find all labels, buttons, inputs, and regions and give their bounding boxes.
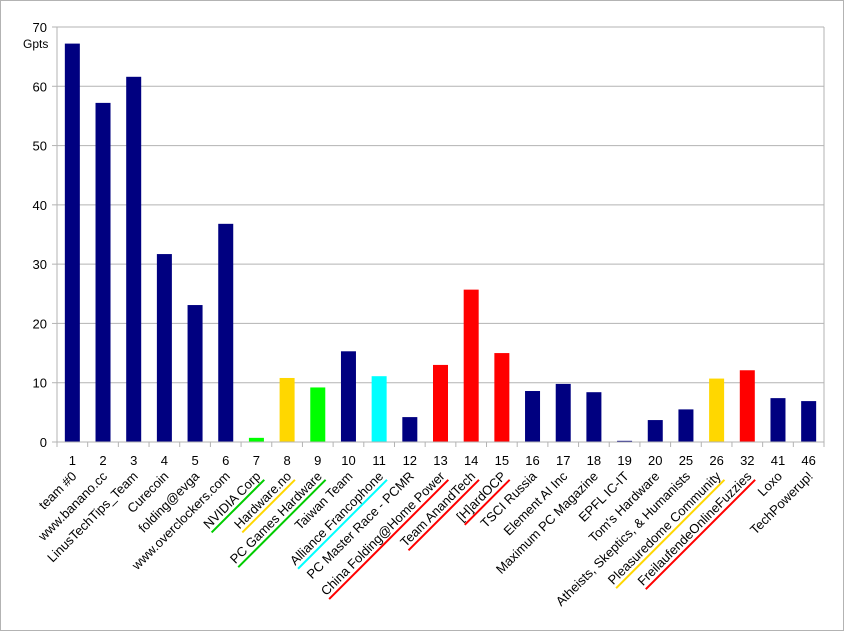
bar [433, 364, 448, 442]
bar [95, 102, 111, 442]
x-tick-label: 26 [709, 453, 723, 468]
x-tick-label: 1 [69, 453, 76, 468]
x-tick-label: 10 [341, 453, 355, 468]
x-tick-label: 12 [403, 453, 417, 468]
x-tick-label: 4 [161, 453, 168, 468]
bar [555, 383, 571, 442]
bar [218, 223, 234, 442]
y-axis-label: Gpts [23, 37, 48, 51]
bar [709, 378, 725, 442]
grid-lines [57, 26, 825, 443]
bar [678, 409, 694, 442]
x-tick-label: 5 [191, 453, 198, 468]
x-tick-label: 13 [433, 453, 447, 468]
team-label-underline [297, 479, 388, 570]
x-tick-label: 32 [740, 453, 754, 468]
x-tick-label: 41 [771, 453, 785, 468]
bar [801, 401, 817, 442]
bar [739, 370, 755, 442]
x-tick-label: 20 [648, 453, 662, 468]
bar [64, 43, 80, 442]
bar [463, 289, 479, 442]
x-tick-label: 2 [99, 453, 106, 468]
x-tick-label: 11 [372, 453, 386, 468]
x-tick-label: 18 [587, 453, 601, 468]
team-label-underline [328, 479, 450, 600]
team-label-underline [237, 479, 327, 568]
team-label-underline [241, 479, 296, 534]
x-tick-label: 46 [801, 453, 815, 468]
y-tick-label: 40 [33, 198, 47, 213]
bar [586, 392, 602, 442]
bar [310, 387, 326, 442]
x-tick-labels: 1 2 3 4 5 6 7 8 9 10 11 12 13 14 15 16 17 18 19 20 25 26 32 41 4… [69, 453, 816, 468]
team-label-underline [464, 479, 511, 526]
bars [64, 43, 817, 443]
x-tick-label: 8 [283, 453, 290, 468]
bar [187, 305, 203, 442]
x-tick-label: 14 [464, 453, 478, 468]
bar [248, 437, 264, 442]
y-tick-label: 10 [33, 376, 47, 391]
bar [525, 391, 541, 442]
x-tick-label: 9 [314, 453, 321, 468]
axes [52, 26, 825, 447]
x-tick-label: 3 [130, 453, 137, 468]
x-tick-label: 7 [253, 453, 260, 468]
x-tick-label: 25 [679, 453, 693, 468]
bar [126, 76, 142, 443]
y-tick-labels: 0 10 20 30 40 50 60 70 [33, 20, 47, 450]
bar [617, 440, 633, 442]
bar [494, 353, 510, 442]
x-tick-label: 19 [617, 453, 631, 468]
team-labels: team #0www.banano.ccLinusTechTips_TeamCu… [34, 468, 815, 609]
bar [340, 351, 356, 442]
y-tick-label: 30 [33, 257, 47, 272]
y-tick-label: 50 [33, 139, 47, 154]
bar [156, 254, 172, 442]
team-label-underline [210, 479, 265, 534]
bar [402, 417, 418, 442]
x-tick-label: 17 [556, 453, 570, 468]
team-label-underline [645, 479, 756, 590]
bar [770, 398, 786, 442]
team-label-underline [615, 479, 726, 589]
y-tick-label: 60 [33, 79, 47, 94]
y-tick-label: 70 [33, 20, 47, 35]
bar [371, 376, 387, 442]
y-tick-label: 0 [40, 435, 47, 450]
x-tick-label: 6 [222, 453, 229, 468]
x-tick-label: 15 [495, 453, 509, 468]
team-label-underline [407, 479, 480, 552]
bar [647, 420, 663, 442]
y-tick-label: 20 [33, 316, 47, 331]
bar [279, 377, 295, 442]
x-tick-label: 16 [525, 453, 539, 468]
